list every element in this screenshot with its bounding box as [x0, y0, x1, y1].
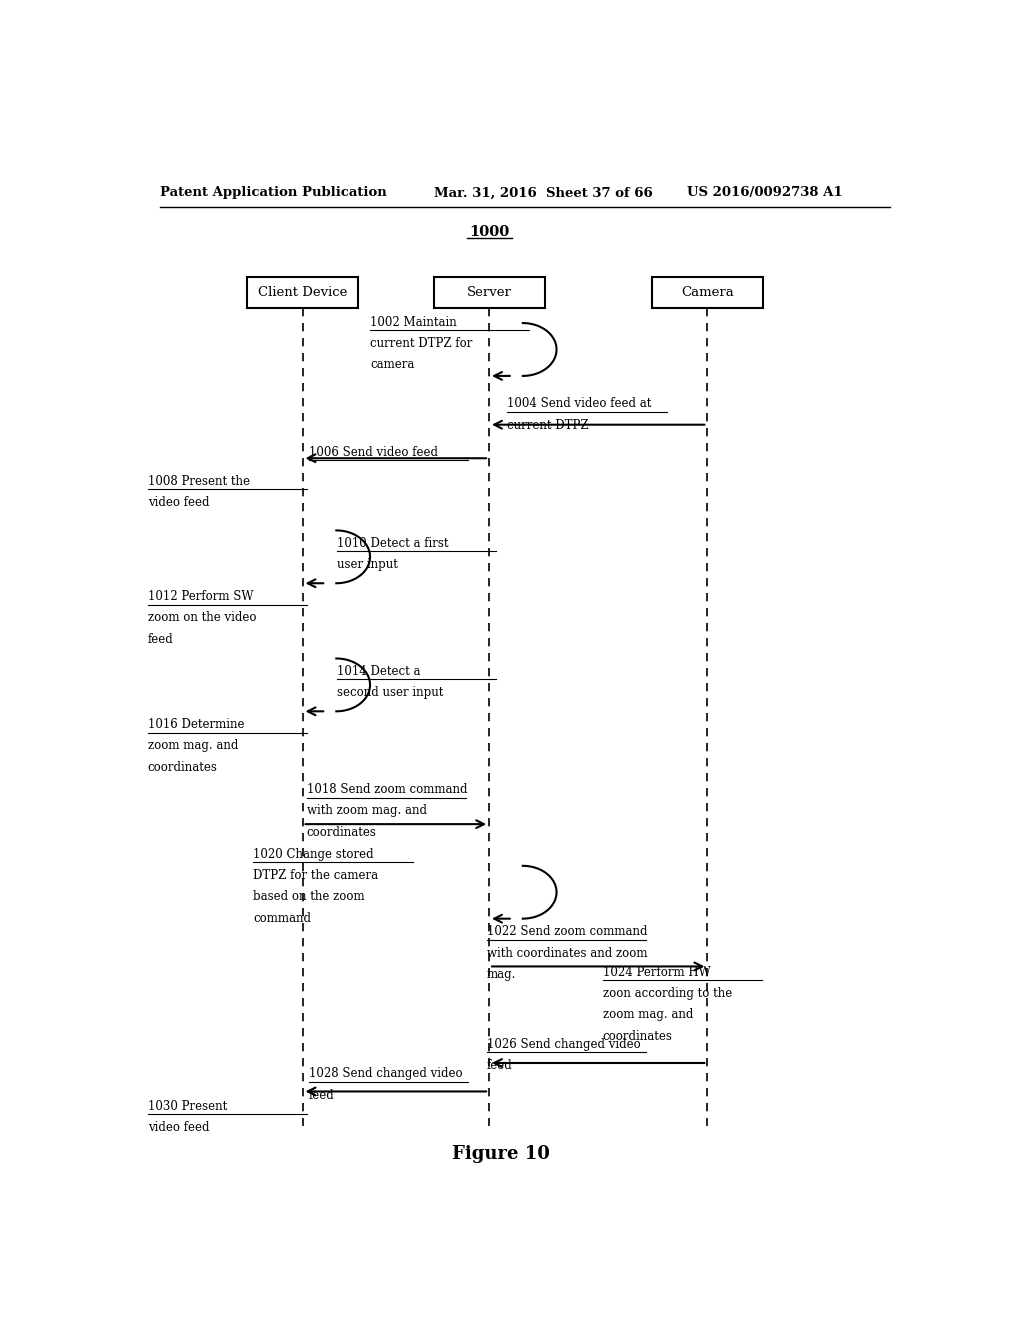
- Text: current DTPZ for: current DTPZ for: [370, 337, 472, 350]
- Text: video feed: video feed: [147, 1121, 209, 1134]
- Text: DTPZ for the camera: DTPZ for the camera: [253, 869, 379, 882]
- Text: zoom on the video: zoom on the video: [147, 611, 256, 624]
- Text: based on the zoom: based on the zoom: [253, 890, 365, 903]
- Text: 1012 Perform SW: 1012 Perform SW: [147, 590, 253, 603]
- Text: second user input: second user input: [337, 686, 443, 700]
- Text: Camera: Camera: [681, 286, 734, 300]
- Text: with zoom mag. and: with zoom mag. and: [306, 804, 427, 817]
- Text: coordinates: coordinates: [147, 760, 218, 774]
- Text: 1010 Detect a first: 1010 Detect a first: [337, 537, 449, 549]
- Text: camera: camera: [370, 358, 415, 371]
- FancyBboxPatch shape: [247, 277, 358, 308]
- Text: 1002 Maintain: 1002 Maintain: [370, 315, 457, 329]
- Text: 1018 Send zoom command: 1018 Send zoom command: [306, 783, 467, 796]
- Text: Mar. 31, 2016  Sheet 37 of 66: Mar. 31, 2016 Sheet 37 of 66: [433, 186, 652, 199]
- Text: Patent Application Publication: Patent Application Publication: [160, 186, 386, 199]
- Text: feed: feed: [486, 1059, 512, 1072]
- Text: coordinates: coordinates: [306, 826, 377, 838]
- Text: mag.: mag.: [486, 968, 516, 981]
- Text: feed: feed: [147, 632, 174, 645]
- Text: 1030 Present: 1030 Present: [147, 1100, 227, 1113]
- Text: 1028 Send changed video: 1028 Send changed video: [309, 1067, 463, 1080]
- Text: 1026 Send changed video: 1026 Send changed video: [486, 1038, 640, 1051]
- Text: Figure 10: Figure 10: [452, 1146, 550, 1163]
- Text: zoom mag. and: zoom mag. and: [147, 739, 239, 752]
- Text: current DTPZ: current DTPZ: [507, 418, 589, 432]
- Text: zoon according to the: zoon according to the: [602, 987, 732, 999]
- Text: 1024 Perform HW: 1024 Perform HW: [602, 965, 711, 978]
- Text: video feed: video feed: [147, 496, 209, 510]
- Text: 1014 Detect a: 1014 Detect a: [337, 665, 420, 677]
- Text: with coordinates and zoom: with coordinates and zoom: [486, 946, 647, 960]
- Text: 1016 Determine: 1016 Determine: [147, 718, 245, 731]
- Text: 1004 Send video feed at: 1004 Send video feed at: [507, 397, 651, 411]
- Text: 1020 Change stored: 1020 Change stored: [253, 847, 374, 861]
- Text: zoom mag. and: zoom mag. and: [602, 1008, 693, 1022]
- Text: 1000: 1000: [469, 224, 509, 239]
- Text: feed: feed: [309, 1089, 335, 1101]
- Text: 1006 Send video feed: 1006 Send video feed: [309, 446, 438, 458]
- FancyBboxPatch shape: [433, 277, 545, 308]
- Text: coordinates: coordinates: [602, 1030, 673, 1043]
- FancyBboxPatch shape: [651, 277, 763, 308]
- Text: user input: user input: [337, 558, 397, 572]
- Text: Client Device: Client Device: [258, 286, 347, 300]
- Text: command: command: [253, 912, 311, 924]
- Text: 1022 Send zoom command: 1022 Send zoom command: [486, 925, 647, 939]
- Text: US 2016/0092738 A1: US 2016/0092738 A1: [687, 186, 843, 199]
- Text: 1008 Present the: 1008 Present the: [147, 475, 250, 487]
- Text: Server: Server: [467, 286, 512, 300]
